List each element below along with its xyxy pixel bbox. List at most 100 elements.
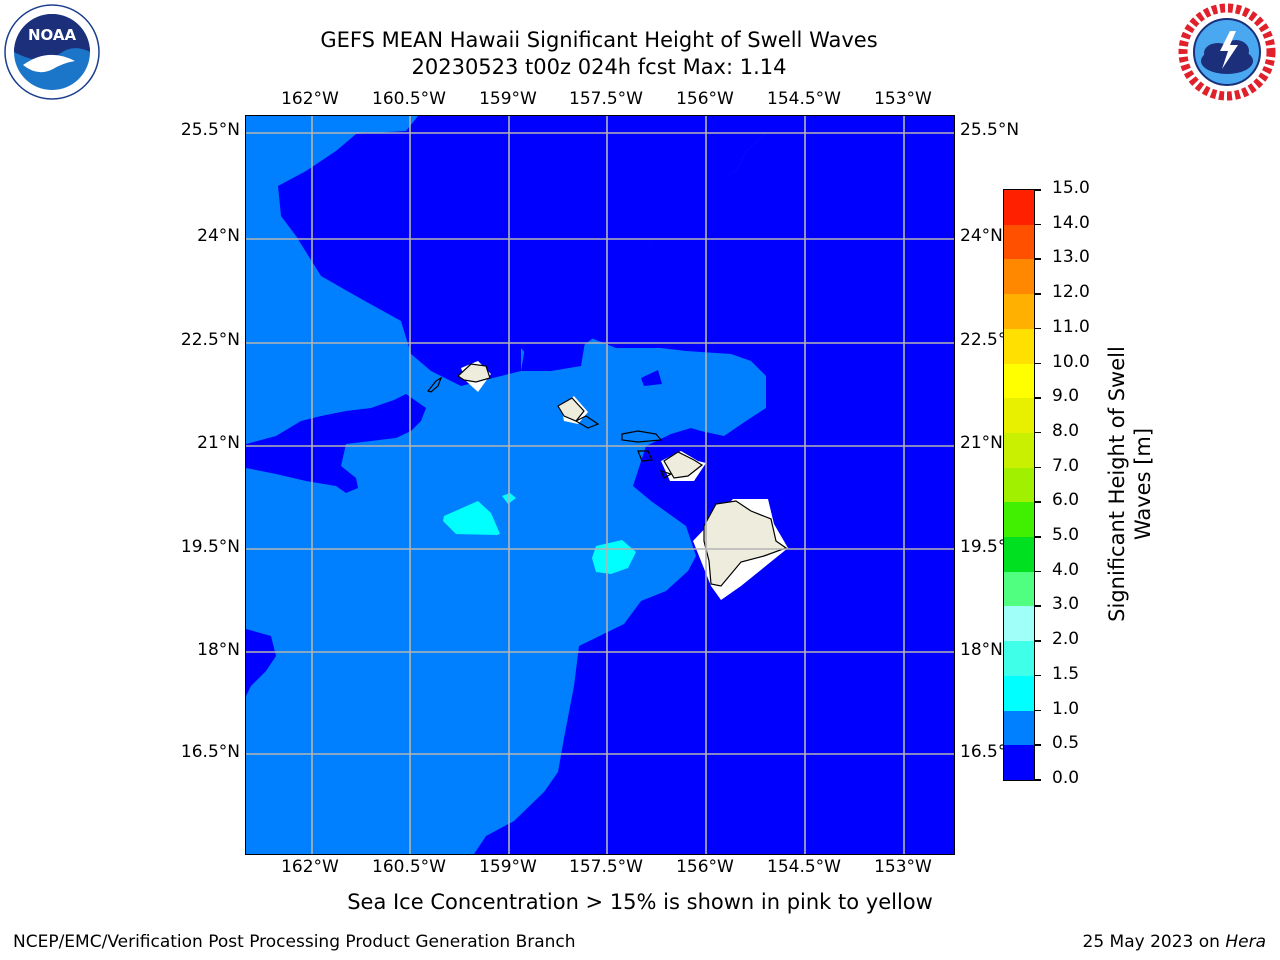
colorbar-tick	[1035, 258, 1041, 260]
colorbar-tick-label: 1.0	[1052, 698, 1080, 719]
colorbar-tick-label: 15.0	[1052, 178, 1090, 198]
branch-credit: NCEP/EMC/Verification Post Processing Pr…	[13, 932, 576, 952]
colorbar-segment	[1004, 641, 1034, 676]
colorbar-tick	[1035, 327, 1041, 330]
lon-label-bottom: 157.5°W	[569, 857, 643, 877]
colorbar-tick	[1035, 674, 1041, 677]
lon-label-top: 157.5°W	[569, 89, 643, 109]
colorbar-segment	[1004, 675, 1034, 711]
colorbar-tick-label: 0.5	[1052, 733, 1080, 754]
chart-title: GEFS MEAN Hawaii Significant Height of S…	[320, 28, 878, 52]
colorbar-segment	[1004, 537, 1034, 572]
colorbar-segment	[1004, 328, 1034, 364]
lon-label-bottom: 159°W	[479, 857, 537, 877]
lat-label-left: 25.5°N	[180, 120, 240, 140]
colorbar-tick	[1035, 709, 1041, 712]
colorbar-tick	[1035, 466, 1041, 469]
graticule	[246, 116, 954, 854]
colorbar-segment	[1004, 398, 1034, 433]
svg-text:NOAA: NOAA	[28, 26, 77, 44]
colorbar-tick-label: 3.0	[1052, 594, 1080, 615]
lat-label-right: 19.5°N	[960, 537, 1004, 557]
colorbar-title: Significant Height of Swell Waves [m]	[1105, 346, 1155, 622]
nws-logo-icon	[1178, 3, 1276, 101]
island-outline	[659, 470, 673, 479]
colorbar-segment	[1004, 224, 1034, 260]
colorbar-tick-label: 5.0	[1052, 525, 1080, 546]
lat-label-left: 22.5°N	[180, 330, 240, 350]
colorbar-tick	[1035, 779, 1041, 781]
colorbar-tick-label: 1.5	[1052, 663, 1080, 684]
colorbar-tick	[1035, 223, 1041, 226]
colorbar-segment	[1004, 502, 1034, 538]
colorbar-tick-label: 0.0	[1052, 768, 1080, 788]
colorbar-tick	[1035, 362, 1041, 365]
colorbar-segment	[1004, 571, 1034, 607]
colorbar-tick-label: 7.0	[1052, 455, 1080, 476]
swell-level-0-05	[246, 394, 426, 493]
colorbar-segment	[1004, 190, 1034, 225]
island-outline	[574, 415, 600, 429]
lat-label-right: 18°N	[960, 640, 1003, 660]
island-land	[457, 363, 491, 383]
lon-label-top: 159°W	[479, 89, 537, 109]
colorbar-tick-label: 9.0	[1052, 386, 1080, 407]
colorbar-tick	[1035, 536, 1041, 538]
lat-label-right: 22.5°N	[960, 330, 1004, 350]
island-land	[663, 451, 704, 479]
colorbar-segment	[1004, 259, 1034, 295]
host-name: Hera	[1225, 932, 1266, 952]
noaa-logo-icon: NOAA	[4, 4, 100, 100]
lat-label-right: 25.5°N	[960, 120, 1020, 140]
lon-label-top: 154.5°W	[767, 89, 841, 109]
colorbar-tick-label: 6.0	[1052, 490, 1080, 511]
colorbar-segment	[1004, 606, 1034, 642]
colorbar-tick-label: 11.0	[1052, 316, 1090, 337]
chart-subtitle: 20230523 t00z 024h fcst Max: 1.14	[411, 55, 787, 79]
colorbar-tick-label: 10.0	[1052, 351, 1090, 372]
lon-label-top: 153°W	[874, 89, 932, 109]
island-land	[703, 500, 788, 587]
colorbar-segment	[1004, 294, 1034, 329]
colorbar-segment	[1004, 745, 1034, 780]
colorbar-tick	[1035, 189, 1041, 191]
swell-level-0-05	[641, 370, 662, 386]
date-text: 25 May 2023 on	[1082, 932, 1226, 952]
colorbar-tick	[1035, 744, 1041, 746]
colorbar-tick-label: 13.0	[1052, 247, 1090, 268]
lat-label-right: 16.5°N	[960, 742, 1004, 762]
map-svg	[246, 116, 954, 854]
colorbar-segment	[1004, 363, 1034, 399]
lat-label-left: 21°N	[197, 433, 240, 453]
lat-label-left: 24°N	[197, 226, 240, 246]
lat-label-right: 21°N	[960, 433, 1003, 453]
swell-level-0-05	[278, 116, 770, 386]
island-land	[557, 397, 585, 422]
colorbar-segment	[1004, 467, 1034, 503]
island-outline	[426, 376, 443, 393]
colorbar-tick	[1035, 640, 1041, 642]
colorbar-tick-label: 14.0	[1052, 212, 1090, 233]
colorbar-tick	[1035, 570, 1041, 573]
colorbar-tick	[1035, 431, 1041, 434]
swell-level-0-05	[772, 494, 798, 524]
island-outline	[637, 450, 653, 462]
lon-label-bottom: 154.5°W	[767, 857, 841, 877]
swell-height-map	[245, 115, 955, 855]
colorbar-tick	[1035, 397, 1041, 399]
lon-label-bottom: 162°W	[281, 857, 339, 877]
generation-date: 25 May 2023 on Hera	[1083, 932, 1267, 952]
colorbar	[1003, 189, 1035, 781]
lon-label-top: 160.5°W	[372, 89, 446, 109]
sea-ice-note: Sea Ice Concentration > 15% is shown in …	[347, 890, 933, 914]
colorbar-segment	[1004, 432, 1034, 468]
colorbar-tick-label: 12.0	[1052, 282, 1090, 303]
lat-label-left: 16.5°N	[180, 742, 240, 762]
lon-label-top: 156°W	[676, 89, 734, 109]
island-outline	[621, 430, 663, 443]
colorbar-tick-label: 8.0	[1052, 420, 1080, 441]
colorbar-tick-label: 2.0	[1052, 629, 1080, 650]
lon-label-bottom: 156°W	[676, 857, 734, 877]
colorbar-tick	[1035, 293, 1041, 295]
lon-label-bottom: 160.5°W	[372, 857, 446, 877]
